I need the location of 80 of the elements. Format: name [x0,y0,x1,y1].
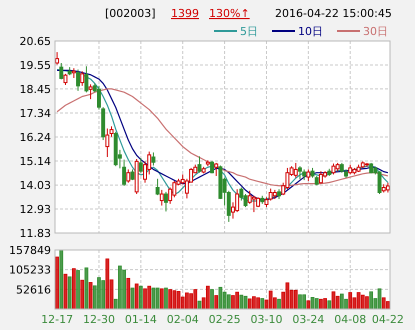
legend-label: 5日 [240,25,258,38]
bar [138,286,143,310]
bar [88,282,92,310]
x-tick-label: 02-25 [208,313,241,326]
bar [105,258,110,310]
text: 130%↑ [209,7,250,20]
bar [156,288,160,310]
y-tick-label: 20.65 [20,35,51,48]
bar [193,289,198,310]
bar [286,282,290,310]
bar [252,296,256,310]
y-tick-label: 18.45 [20,82,51,96]
bar [122,270,126,310]
y-tick-label: 15.14 [20,154,51,168]
x-tick-label: 04-08 [334,313,366,326]
text: 2016-04-22 15:00:45 [275,7,392,20]
bar [118,266,122,310]
y-tick-label: 19.55 [20,58,51,72]
bar [268,290,273,310]
x-tick-label: 01-14 [124,313,157,326]
bar [210,289,214,310]
legend-label: 30日 [363,25,388,38]
y-tick-label: 16.24 [20,131,51,144]
bar [378,288,382,310]
bar [176,291,180,310]
bar [185,292,189,310]
y-tick-label: 105233 [9,264,51,277]
bar [231,295,235,310]
bar [340,294,344,310]
bar [80,280,84,310]
bar [84,267,88,310]
bar [164,288,168,310]
bar [348,292,352,310]
bar [168,289,172,310]
x-tick-label: 03-10 [250,313,282,326]
bar [143,288,147,310]
bar [323,298,327,310]
chart-title: [002003] [105,7,156,20]
bar [134,284,139,310]
bar [130,288,134,310]
bar [365,296,369,310]
bar [72,268,76,310]
bar [332,291,336,310]
y-tick-label: 11.83 [20,227,51,240]
bar [198,300,202,310]
bar [64,274,68,310]
bar [319,298,323,310]
y-tick-label: 17.34 [20,107,51,120]
bar [356,292,360,310]
bar [55,256,59,310]
bar [277,298,281,310]
y-tick-label: 52616 [16,283,51,296]
bar [152,288,156,310]
bar [76,270,80,310]
bar [126,278,130,310]
y-tick-label: 14.03 [20,179,51,192]
bar [310,297,314,310]
text: 1399 [171,7,199,20]
y-tick-label: 157849 [9,244,51,257]
bar [97,277,101,310]
bar [218,286,222,310]
y-tick-label: 12.93 [20,203,51,216]
x-tick-label: 03-24 [292,313,324,326]
bar [244,296,248,310]
x-tick-label: 12-17 [41,313,74,326]
x-tick-label: 04-22 [372,313,404,326]
legend-label: 10日 [298,25,323,38]
bar [214,295,218,310]
bar [298,294,302,310]
x-tick-label: 12-30 [82,313,115,326]
bar [101,280,106,310]
bar [256,297,260,310]
bar [160,288,164,310]
bar [189,293,193,310]
bar [147,286,152,310]
bar [59,250,64,310]
bar [68,276,72,310]
x-tick-label: 02-04 [166,313,199,326]
bar [206,286,210,310]
bar [294,290,298,310]
